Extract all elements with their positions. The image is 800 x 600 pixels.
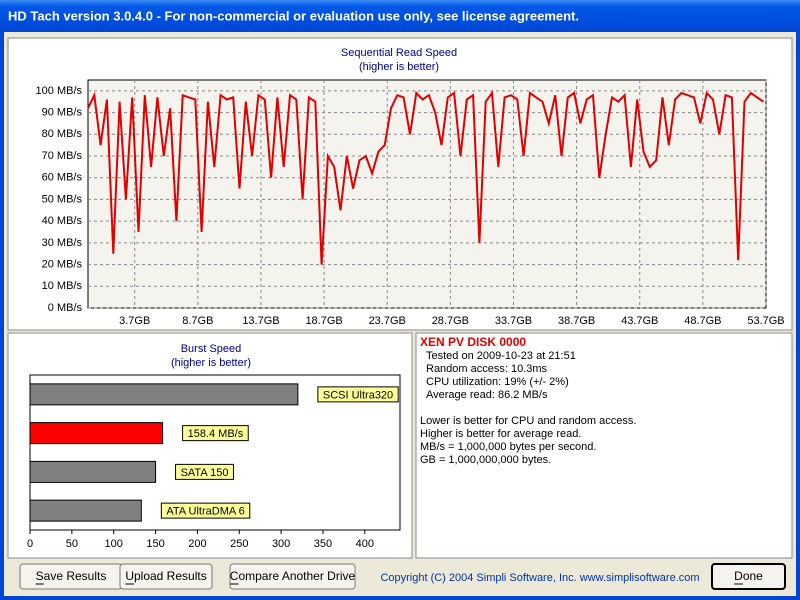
chart-subtitle: (higher is better): [171, 357, 251, 369]
disk-name: XEN PV DISK 0000: [420, 335, 526, 349]
info-note: Lower is better for CPU and random acces…: [420, 415, 636, 427]
x-tick-label: 23.7GB: [369, 315, 406, 327]
button[interactable]: Upload Results: [119, 563, 213, 590]
y-tick-label: 90 MB/s: [42, 106, 83, 118]
x-tick-label: 0: [27, 538, 33, 550]
y-tick-label: 20 MB/s: [42, 258, 83, 270]
button[interactable]: Compare Another Drive: [229, 563, 356, 590]
bar-label-box: [160, 502, 251, 519]
button-face: [229, 563, 356, 590]
title-bar: [0, 0, 800, 32]
y-tick-label: 40 MB/s: [42, 215, 83, 227]
button-label: Upload Results: [125, 569, 206, 583]
y-tick-label: 80 MB/s: [42, 128, 83, 140]
bar-value-label: 158.4 MB/s: [188, 428, 244, 440]
bar-category-label: ATA UltraDMA 6: [166, 506, 244, 518]
button-face: [119, 563, 213, 590]
bar: [29, 422, 164, 445]
copyright: Copyright (C) 2004 Simpli Software, Inc.…: [380, 572, 699, 584]
button[interactable]: Done: [711, 563, 786, 590]
bar: [29, 499, 142, 522]
x-tick-label: 3.7GB: [119, 315, 150, 327]
x-tick-label: 400: [356, 538, 374, 550]
info-line: CPU utilization: 19% (+/- 2%): [426, 376, 569, 388]
x-tick-label: 48.7GB: [684, 315, 721, 327]
info-note: GB = 1,000,000,000 bytes.: [420, 454, 551, 466]
y-tick-label: 50 MB/s: [42, 193, 83, 205]
x-tick-label: 150: [146, 538, 164, 550]
bar-label-box: [317, 386, 399, 403]
window-title: HD Tach version 3.0.4.0 - For non-commer…: [8, 8, 579, 23]
y-tick-label: 0 MB/s: [48, 302, 83, 314]
x-tick-label: 250: [230, 538, 248, 550]
button-label: Compare Another Drive: [230, 569, 356, 583]
y-tick-label: 100 MB/s: [36, 85, 83, 97]
button-face: [711, 563, 786, 590]
button[interactable]: Save Results: [19, 563, 123, 590]
plot-area: [87, 79, 767, 309]
bar: [29, 383, 299, 406]
x-tick-label: 43.7GB: [621, 315, 658, 327]
y-tick-label: 70 MB/s: [42, 150, 83, 162]
bar-label-box: [182, 425, 249, 442]
bar-category-label: SATA 150: [181, 467, 229, 479]
info-line: Random access: 10.3ms: [426, 363, 548, 375]
bar-category-label: SCSI Ultra320: [323, 389, 393, 401]
x-tick-label: 38.7GB: [558, 315, 595, 327]
info-note: MB/s = 1,000,000 bytes per second.: [420, 441, 596, 453]
info-line: Tested on 2009-10-23 at 21:51: [426, 350, 576, 362]
x-tick-label: 8.7GB: [182, 315, 213, 327]
info-panel: [415, 332, 793, 559]
x-tick-label: 13.7GB: [242, 315, 279, 327]
x-tick-label: 200: [188, 538, 206, 550]
read-speed-line: [87, 90, 765, 265]
y-tick-label: 10 MB/s: [42, 280, 83, 292]
x-tick-label: 300: [272, 538, 290, 550]
chart-title: Sequential Read Speed: [341, 47, 457, 59]
button-label: Done: [734, 569, 763, 583]
y-tick-label: 30 MB/s: [42, 237, 83, 249]
bar-label-box: [175, 463, 234, 480]
chart-subtitle: (higher is better): [359, 61, 439, 73]
x-tick-label: 18.7GB: [305, 315, 342, 327]
chart-title: Burst Speed: [181, 343, 242, 355]
info-note: Higher is better for average read.: [420, 428, 581, 440]
x-tick-label: 33.7GB: [495, 315, 532, 327]
x-tick-label: 50: [66, 538, 78, 550]
x-tick-label: 53.7GB: [747, 315, 784, 327]
x-tick-label: 100: [105, 538, 123, 550]
x-tick-label: 28.7GB: [432, 315, 469, 327]
y-tick-label: 60 MB/s: [42, 172, 83, 184]
bar: [29, 460, 157, 483]
button-label: Save Results: [36, 569, 107, 583]
x-tick-label: 350: [314, 538, 332, 550]
info-line: Average read: 86.2 MB/s: [426, 389, 548, 401]
